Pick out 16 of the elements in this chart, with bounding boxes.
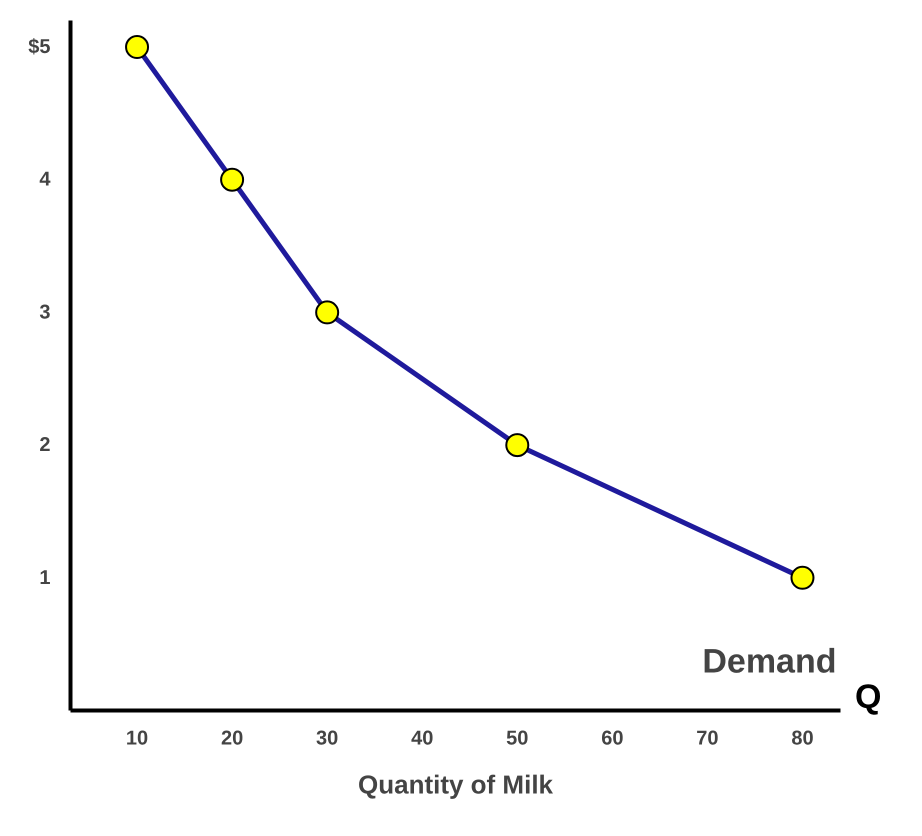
x-tick-label: 50 [506, 728, 528, 750]
y-tick-label: $5 [28, 36, 51, 58]
x-tick-label: 70 [696, 728, 719, 750]
x-tick-label: 20 [220, 728, 244, 750]
y-tick-label: 2 [39, 434, 50, 456]
y-tick-label: 4 [39, 168, 52, 191]
y-tick-label: 1 [39, 566, 50, 589]
x-tick-label: 60 [601, 728, 624, 750]
x-axis-title: Quantity of Milk [358, 770, 554, 800]
x-tick-label: 30 [316, 728, 338, 750]
y-tick-label: 3 [39, 301, 50, 324]
x-tick-label: 10 [126, 728, 148, 750]
x-tick-label: 80 [791, 728, 814, 750]
x-tick-label: 40 [411, 728, 434, 750]
text: Q [855, 677, 882, 718]
annotation: Demand [702, 642, 836, 680]
